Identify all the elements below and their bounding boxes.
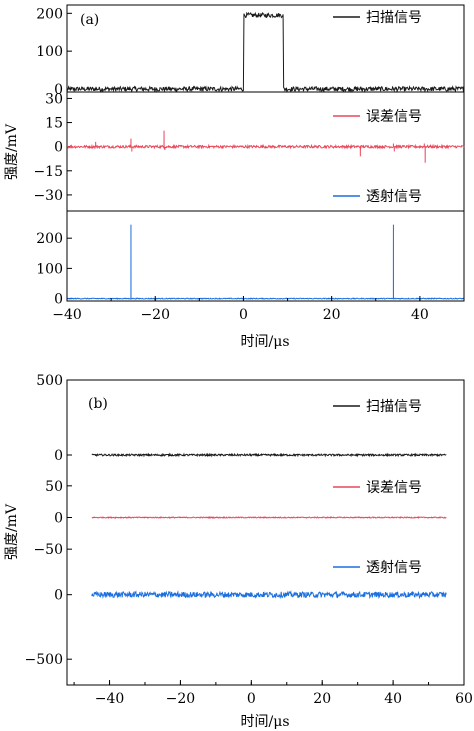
panel-b-tracks xyxy=(91,452,447,600)
legend-entry: 透射信号 xyxy=(366,189,422,205)
y-tick-label: 0 xyxy=(54,448,63,464)
y-tick-label: 0 xyxy=(54,82,63,98)
y-tick-label: 30 xyxy=(45,91,63,107)
y-tick-label: 200 xyxy=(36,231,63,247)
series-line xyxy=(91,516,447,520)
y-tick-label: −500 xyxy=(25,652,63,668)
series-line xyxy=(66,224,465,300)
x-tick-label: 40 xyxy=(384,691,402,707)
panel-b-ylabel: 强度/mV xyxy=(4,503,20,560)
legend-entry: 误差信号 xyxy=(366,109,422,125)
x-tick-label: 40 xyxy=(411,307,429,323)
y-tick-label: 15 xyxy=(45,116,63,132)
x-tick-label: 0 xyxy=(247,691,256,707)
series-line xyxy=(91,590,447,600)
y-tick-label: −50 xyxy=(33,542,63,558)
x-tick-label: −40 xyxy=(52,307,82,323)
y-tick-label: 500 xyxy=(36,373,63,389)
y-tick-label: 200 xyxy=(36,6,63,22)
panel-a-frame xyxy=(66,4,465,302)
y-tick-label: 100 xyxy=(36,261,63,277)
panel-a-ylabel: 强度/mV xyxy=(4,123,20,180)
legend-entry: 扫描信号 xyxy=(366,399,422,415)
panel-a: (a) 0 100 200 30 15 0 −15 −30 0 100 200 −40 −20 0 20 4… xyxy=(4,4,465,350)
panel-a-x-ticks: −40 −20 0 20 40 xyxy=(52,296,465,323)
y-tick-label: 0 xyxy=(54,511,63,527)
x-tick-label: 20 xyxy=(313,691,331,707)
panel-b-x-ticks: −40 −20 0 20 40 60 xyxy=(73,680,473,707)
panel-a-label: (a) xyxy=(80,12,99,28)
y-tick-label: −15 xyxy=(33,164,63,180)
panel-b-frame xyxy=(66,379,465,686)
panel-a-xlabel: 时间/μs xyxy=(241,334,290,350)
x-tick-label: 60 xyxy=(455,691,473,707)
series-line xyxy=(66,130,465,163)
y-tick-label: 100 xyxy=(36,44,63,60)
legend-entry: 误差信号 xyxy=(366,480,422,496)
x-tick-label: 0 xyxy=(239,307,248,323)
y-tick-label: −30 xyxy=(33,188,63,204)
panel-b-label: (b) xyxy=(88,396,108,412)
legend-entry: 透射信号 xyxy=(366,560,422,576)
x-tick-label: 20 xyxy=(323,307,341,323)
x-tick-label: −20 xyxy=(140,307,170,323)
panel-a-tracks: 0 100 200 30 15 0 −15 −30 0 100 200 xyxy=(33,6,465,308)
x-tick-label: −40 xyxy=(95,691,125,707)
legend-entry: 扫描信号 xyxy=(366,10,422,26)
series-line xyxy=(91,452,447,458)
y-tick-label: 0 xyxy=(54,588,63,604)
y-tick-label: 0 xyxy=(54,292,63,308)
y-tick-label: 50 xyxy=(45,479,63,495)
panel-b-xlabel: 时间/μs xyxy=(241,714,290,730)
y-tick-label: 0 xyxy=(54,140,63,156)
series-line xyxy=(66,11,465,94)
x-tick-label: −20 xyxy=(166,691,196,707)
